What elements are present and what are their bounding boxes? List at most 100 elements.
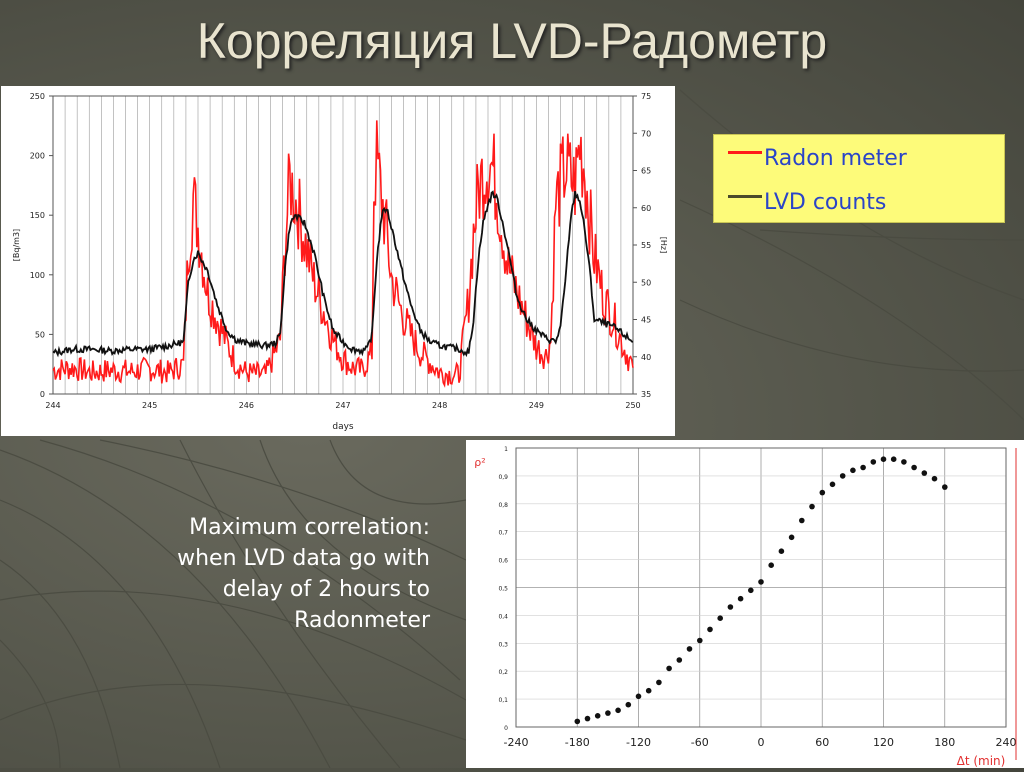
data-point (594, 713, 601, 719)
x-tick-label: 250 (625, 401, 640, 410)
y-tick-label: 0,7 (498, 530, 508, 537)
y-tick-label: 200 (30, 152, 45, 161)
data-point (860, 464, 866, 471)
y-tick-label: 0 (40, 390, 45, 399)
data-point (686, 646, 693, 652)
x-tick-label: -240 (504, 736, 529, 749)
y2-tick-label: 60 (641, 204, 651, 213)
x-tick-label: 60 (815, 736, 829, 749)
legend-item-lvd: LVD counts (728, 187, 886, 217)
legend-swatch-radon (728, 150, 762, 154)
y-tick-label: 150 (30, 211, 45, 220)
x-tick-label: 180 (934, 736, 955, 749)
x-tick-label: 244 (45, 401, 60, 410)
x-tick-label: 240 (996, 736, 1017, 749)
y-tick-label: 250 (30, 92, 45, 101)
x-tick-label: -120 (626, 736, 651, 749)
data-point (768, 562, 774, 568)
x-axis-label: Δt (min) (957, 754, 1006, 768)
y-axis-label: [Bq/m3] (12, 229, 21, 261)
data-point (584, 715, 591, 722)
y2-axis-label: [Hz] (659, 237, 668, 253)
y-tick-label: 0,4 (498, 613, 508, 620)
x-axis-label: days (332, 422, 354, 432)
caption-line-1: Maximum correlation: (189, 515, 430, 540)
series-lvd-line (52, 190, 634, 358)
y2-tick-label: 50 (641, 278, 651, 287)
time-series-chart-panel: 0 50 100 150 200 250 35 40 45 50 55 60 65 70 75 244 245 2… (1, 86, 675, 436)
data-point (737, 595, 744, 602)
y-axis-label: ρ² (474, 456, 485, 469)
correlation-chart-panel: 0 0,1 0,2 0,3 0,4 0,5 0,6 0,7 0,8 0,9 1 -240 -180 -12… (466, 440, 1024, 768)
data-point (870, 459, 877, 465)
y2-tick-label: 75 (641, 92, 651, 101)
data-point (615, 707, 621, 714)
legend-item-radon: Radon meter (728, 143, 907, 173)
gridlines (515, 447, 1007, 728)
legend-label-lvd: LVD counts (764, 189, 887, 215)
data-point (574, 718, 581, 725)
x-tick-label: 248 (432, 401, 447, 410)
data-point (707, 626, 713, 633)
y-tick-label: 100 (30, 271, 45, 280)
y-tick-label: 0 (504, 725, 508, 732)
y2-tick-label: 65 (641, 167, 651, 176)
y-tick-label: 0,6 (498, 558, 508, 565)
data-point (911, 464, 917, 471)
y2-tick-label: 35 (641, 390, 651, 399)
plot-frame (515, 447, 1007, 728)
data-point (727, 604, 734, 610)
slide-title: Корреляция LVD-Радометр (196, 13, 828, 69)
legend-label-radon: Radon meter (764, 145, 907, 171)
y-tick-label: 0,3 (498, 641, 508, 648)
data-point (890, 456, 897, 462)
y-tick-label: 0,9 (498, 474, 508, 481)
correlation-chart: 0 0,1 0,2 0,3 0,4 0,5 0,6 0,7 0,8 0,9 1 -240 -180 -12… (474, 446, 1017, 768)
y-tick-label: 50 (35, 330, 45, 339)
data-point (819, 489, 826, 496)
data-point (645, 687, 652, 694)
data-point (635, 693, 642, 700)
data-point (931, 475, 938, 482)
y2-tick-label: 40 (641, 353, 651, 362)
data-point (850, 467, 856, 474)
data-point (799, 517, 805, 524)
data-point (839, 473, 846, 479)
data-point (829, 481, 836, 488)
y-tick-label: 0,5 (498, 586, 508, 593)
chart-legend: Radon meter LVD counts (713, 134, 1005, 223)
y-tick-label: 1 (504, 446, 508, 453)
caption-line-4: Radonmeter (294, 608, 430, 633)
minor-gridlines (516, 475, 1006, 700)
data-point (921, 470, 928, 476)
x-tick-label: 120 (873, 736, 894, 749)
correlation-caption: Maximum correlation: when LVD data go wi… (110, 512, 430, 636)
data-point (697, 637, 703, 644)
x-tick-label: 246 (239, 401, 254, 410)
y2-tick-label: 45 (641, 316, 651, 325)
caption-line-2: when LVD data go with (177, 546, 430, 571)
data-point (656, 679, 662, 686)
x-tick-label: 249 (529, 401, 544, 410)
data-point (625, 701, 632, 708)
data-point (605, 710, 611, 716)
x-tick-label: 245 (142, 401, 157, 410)
x-tick-label: -180 (565, 736, 590, 749)
y2-tick-label: 55 (641, 241, 651, 250)
data-point (901, 459, 907, 465)
y2-tick-label: 70 (641, 129, 651, 138)
x-tick-label: -60 (691, 736, 709, 749)
data-point (788, 534, 795, 541)
data-point (666, 665, 672, 672)
x-tick-label: 0 (758, 736, 765, 749)
data-point (748, 587, 754, 594)
y-tick-label: 0,8 (498, 502, 508, 509)
y-tick-label: 0,1 (498, 697, 508, 704)
x-tick-label: 247 (335, 401, 350, 410)
data-point (809, 503, 815, 510)
caption-line-3: delay of 2 hours to (222, 577, 430, 602)
data-point (880, 456, 887, 462)
data-point (942, 484, 948, 490)
